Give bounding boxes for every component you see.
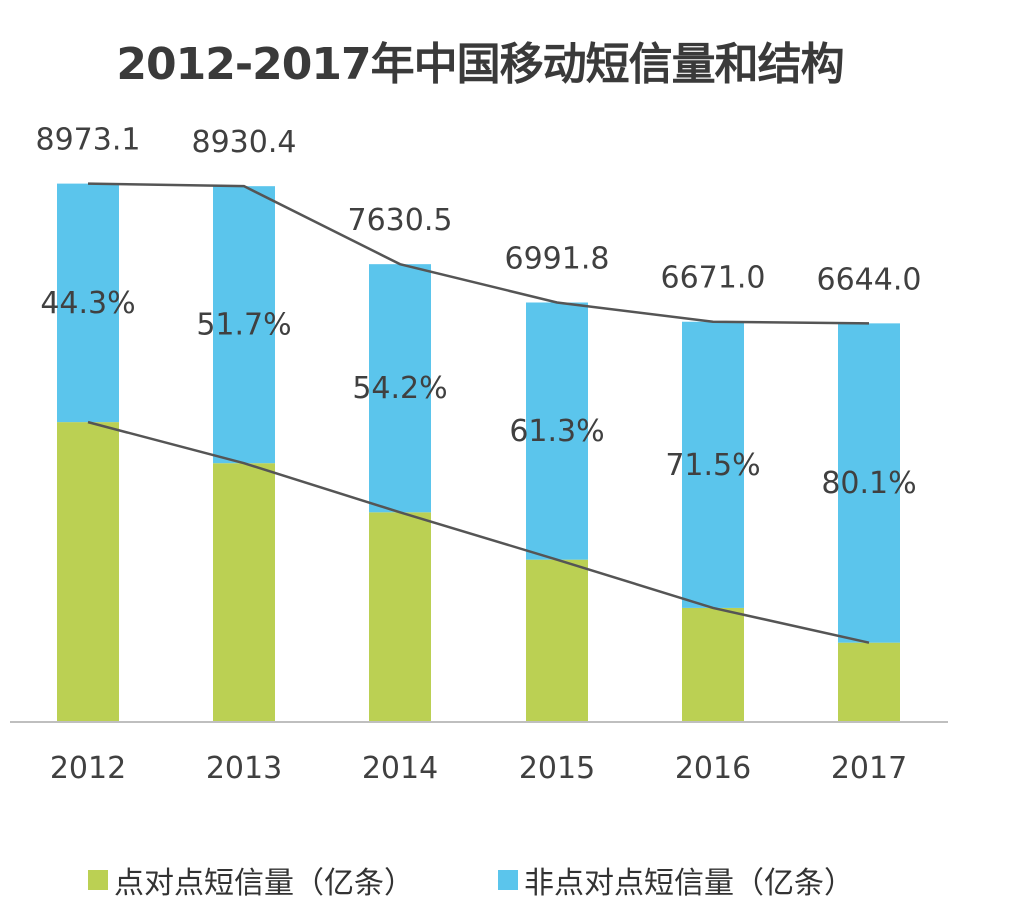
bar-p2p-2014 bbox=[369, 512, 431, 722]
bar-p2p-2013 bbox=[213, 463, 275, 722]
share-label-2012: 44.3% bbox=[40, 286, 135, 321]
legend-label-p2p: 点对点短信量（亿条） bbox=[114, 866, 414, 901]
x-tick-2017: 2017 bbox=[831, 751, 907, 786]
x-tick-2013: 2013 bbox=[206, 751, 282, 786]
bar-p2p-2015 bbox=[526, 559, 588, 722]
x-tick-2015: 2015 bbox=[519, 751, 595, 786]
total-connector-line bbox=[87, 182, 870, 325]
total-label-2016: 6671.0 bbox=[661, 261, 766, 296]
bar-non-p2p-2014 bbox=[369, 264, 431, 513]
bar-p2p-2012 bbox=[57, 422, 119, 722]
bar-p2p-2016 bbox=[682, 607, 744, 722]
legend-label-non-p2p: 非点对点短信量（亿条） bbox=[524, 866, 854, 901]
bar-non-p2p-2013 bbox=[213, 186, 275, 464]
bar-non-p2p-2015 bbox=[526, 302, 588, 560]
bar-non-p2p-2016 bbox=[682, 321, 744, 608]
x-tick-2014: 2014 bbox=[362, 751, 438, 786]
share-label-2014: 54.2% bbox=[352, 371, 447, 406]
legend-swatch-p2p bbox=[88, 870, 108, 890]
bar-non-p2p-2012 bbox=[57, 183, 119, 423]
bar-non-p2p-2017 bbox=[838, 323, 900, 643]
total-label-2012: 8973.1 bbox=[36, 123, 141, 158]
share-label-2017: 80.1% bbox=[821, 466, 916, 501]
share-label-2016: 71.5% bbox=[665, 448, 760, 483]
bar-p2p-2017 bbox=[838, 642, 900, 722]
total-label-2017: 6644.0 bbox=[817, 262, 922, 297]
chart-title: 2012-2017年中国移动短信量和结构 bbox=[116, 39, 844, 90]
p2p-connector-line bbox=[87, 420, 870, 644]
total-label-2013: 8930.4 bbox=[192, 125, 297, 160]
x-tick-2012: 2012 bbox=[50, 751, 126, 786]
x-tick-2016: 2016 bbox=[675, 751, 751, 786]
legend-item-p2p: 点对点短信量（亿条） bbox=[88, 858, 414, 902]
total-label-2014: 7630.5 bbox=[348, 203, 453, 238]
share-label-2013: 51.7% bbox=[196, 308, 291, 343]
total-label-2015: 6991.8 bbox=[505, 241, 610, 276]
share-label-2015: 61.3% bbox=[509, 414, 604, 449]
legend-item-non-p2p: 非点对点短信量（亿条） bbox=[498, 858, 854, 902]
legend-swatch-non-p2p bbox=[498, 870, 518, 890]
